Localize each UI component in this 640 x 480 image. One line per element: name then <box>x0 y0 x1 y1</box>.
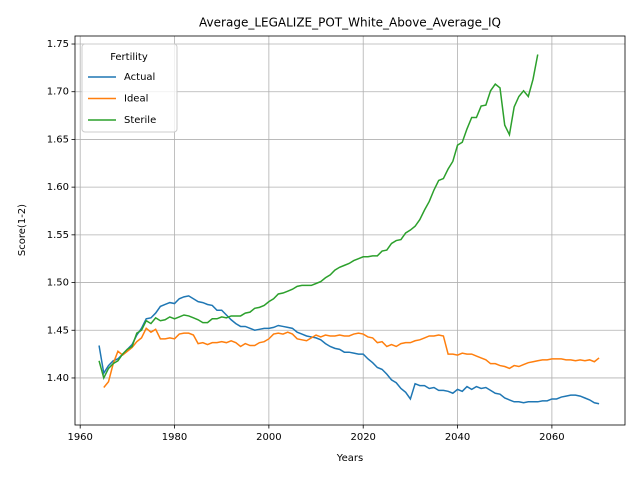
y-tick-label: 1.60 <box>47 182 69 193</box>
y-tick-label: 1.55 <box>47 230 69 241</box>
x-axis-label: Years <box>336 453 363 464</box>
x-tick-label: 2060 <box>539 432 564 443</box>
y-tick-label: 1.50 <box>47 278 69 289</box>
series-line <box>98 295 600 405</box>
series-line <box>98 54 539 381</box>
legend-label: Sterile <box>124 115 156 126</box>
x-tick-label: 2020 <box>350 432 375 443</box>
y-tick-label: 1.65 <box>47 134 69 145</box>
y-tick-label: 1.70 <box>47 87 69 98</box>
plot-frame <box>74 35 626 426</box>
y-tick-label: 1.45 <box>47 325 69 336</box>
x-tick-label: 1980 <box>162 432 187 443</box>
legend-title: Fertility <box>110 52 148 63</box>
y-tick-label: 1.75 <box>47 39 69 50</box>
x-tick-label: 2000 <box>256 432 281 443</box>
chart-title: Average_LEGALIZE_POT_White_Above_Average… <box>199 16 501 30</box>
legend-label: Actual <box>124 72 155 83</box>
x-tick-label: 1960 <box>67 432 92 443</box>
y-tick-label: 1.40 <box>47 373 69 384</box>
y-axis-label: Score(1-2) <box>17 204 28 256</box>
legend-box <box>81 43 178 133</box>
x-tick-label: 2040 <box>445 432 470 443</box>
series-line <box>103 327 600 388</box>
legend-label: Ideal <box>124 94 148 105</box>
